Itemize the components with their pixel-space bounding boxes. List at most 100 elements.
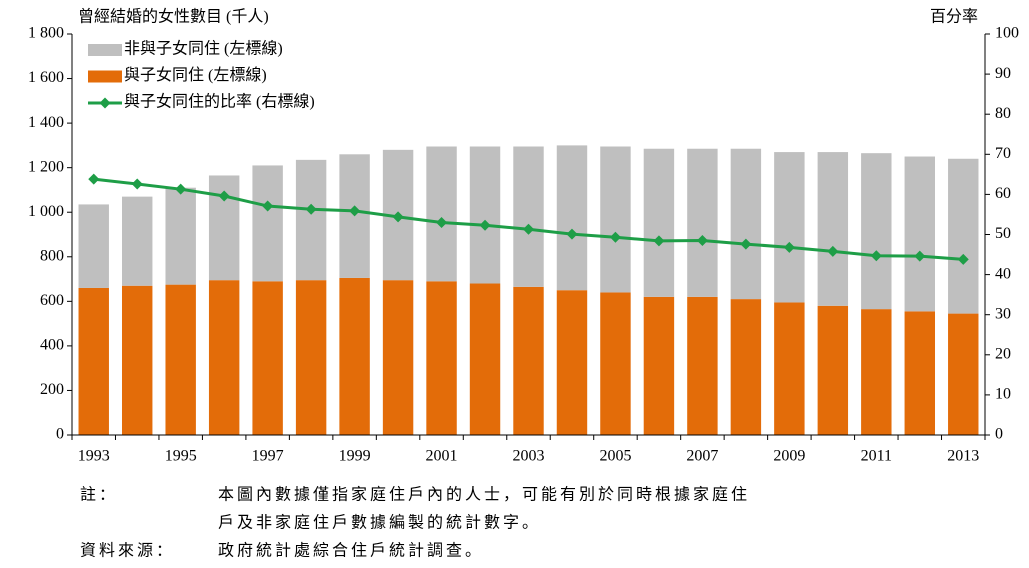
bar xyxy=(600,146,631,293)
marker xyxy=(392,211,404,223)
bar xyxy=(295,159,327,281)
y2-tick-label: 60 xyxy=(995,185,1011,202)
note-label: 註： xyxy=(80,486,118,504)
bar xyxy=(513,146,544,287)
legend-marker xyxy=(99,97,111,109)
x-tick-label: 2011 xyxy=(861,448,892,465)
y2-tick-label: 20 xyxy=(995,345,1011,362)
marker xyxy=(262,200,274,212)
legend-swatch xyxy=(88,44,122,56)
marker xyxy=(957,253,969,265)
bar xyxy=(252,165,283,282)
bar xyxy=(948,158,979,314)
bar xyxy=(121,196,153,286)
bar xyxy=(774,302,805,435)
note-text: 本圖內數據僅指家庭住戶內的人士，可能有別於同時根據家庭住 xyxy=(218,486,750,504)
y2-tick-label: 50 xyxy=(995,225,1011,242)
x-tick-label: 1999 xyxy=(339,448,371,465)
y2-tick-label: 80 xyxy=(995,105,1011,122)
bar xyxy=(817,152,849,306)
legend-label: 與子女同住 (左標線) xyxy=(124,65,267,84)
y-tick-label: 0 xyxy=(56,426,64,443)
marker xyxy=(218,190,230,202)
x-tick-label: 2001 xyxy=(426,448,458,465)
y2-tick-label: 90 xyxy=(995,65,1011,82)
bar xyxy=(643,148,675,297)
y-tick-label: 200 xyxy=(40,381,64,398)
bar xyxy=(165,187,196,285)
bar xyxy=(730,148,762,300)
y-tick-label: 1 200 xyxy=(28,158,64,175)
bar xyxy=(78,204,109,288)
bar xyxy=(948,313,979,435)
x-tick-label: 1997 xyxy=(252,448,284,465)
y-tick-label: 600 xyxy=(40,292,64,309)
marker xyxy=(653,235,665,247)
bar xyxy=(687,148,718,297)
note-text: 戶及非家庭住戶數據編製的統計數字。 xyxy=(218,514,541,532)
marker xyxy=(436,216,448,228)
bar xyxy=(339,277,370,435)
bar xyxy=(861,153,892,310)
bar xyxy=(687,296,718,435)
source-text: 政府統計處綜合住戶統計調查。 xyxy=(218,542,484,560)
marker xyxy=(305,203,317,215)
marker xyxy=(783,241,795,253)
marker xyxy=(870,250,882,262)
legend-swatch xyxy=(88,70,122,83)
y-tick-label: 800 xyxy=(40,247,64,264)
y2-tick-label: 30 xyxy=(995,305,1011,322)
bar xyxy=(426,281,457,435)
bar xyxy=(78,287,109,435)
bar xyxy=(774,152,805,303)
marker xyxy=(523,223,534,235)
y2-tick-label: 0 xyxy=(995,426,1003,443)
y-tick-label: 1 600 xyxy=(28,69,64,86)
bar xyxy=(904,311,936,435)
bar xyxy=(643,296,675,435)
marker xyxy=(131,178,143,190)
marker xyxy=(479,219,491,231)
marker xyxy=(914,250,926,262)
y2-tick-label: 40 xyxy=(995,265,1011,282)
bar xyxy=(730,299,762,435)
y2-tick-label: 10 xyxy=(995,386,1011,403)
y2-axis-title: 百分率 xyxy=(930,8,978,26)
bar xyxy=(600,292,631,435)
bar xyxy=(382,280,414,435)
bar xyxy=(295,280,327,435)
source-label: 資料來源： xyxy=(80,542,175,560)
bar xyxy=(513,286,544,435)
x-tick-label: 2009 xyxy=(773,448,805,465)
marker xyxy=(566,228,578,240)
bar xyxy=(252,281,283,435)
y2-tick-label: 70 xyxy=(995,145,1011,162)
bar xyxy=(861,309,892,435)
x-tick-label: 2005 xyxy=(599,448,631,465)
x-tick-label: 2013 xyxy=(947,448,979,465)
marker xyxy=(609,231,621,243)
bar xyxy=(208,280,240,435)
marker xyxy=(88,173,100,185)
x-tick-label: 1995 xyxy=(165,448,197,465)
y-tick-label: 1 400 xyxy=(28,114,64,131)
y-axis-title: 曾經結婚的女性數目 (千人) xyxy=(78,7,269,26)
y2-tick-label: 100 xyxy=(995,25,1019,42)
x-tick-label: 2003 xyxy=(513,448,545,465)
bar xyxy=(426,146,457,282)
x-tick-label: 2007 xyxy=(686,448,718,465)
bar xyxy=(817,305,849,435)
marker xyxy=(827,245,839,257)
marker xyxy=(740,238,752,250)
y-tick-label: 1 800 xyxy=(28,25,64,42)
marker xyxy=(175,183,187,195)
bar xyxy=(556,290,588,435)
marker xyxy=(349,205,361,217)
marker xyxy=(696,235,708,247)
x-tick-label: 1993 xyxy=(78,448,110,465)
bar xyxy=(469,283,501,435)
bar xyxy=(165,284,196,435)
bar xyxy=(121,285,153,435)
bar xyxy=(904,156,936,312)
y-tick-label: 1 000 xyxy=(28,203,64,220)
